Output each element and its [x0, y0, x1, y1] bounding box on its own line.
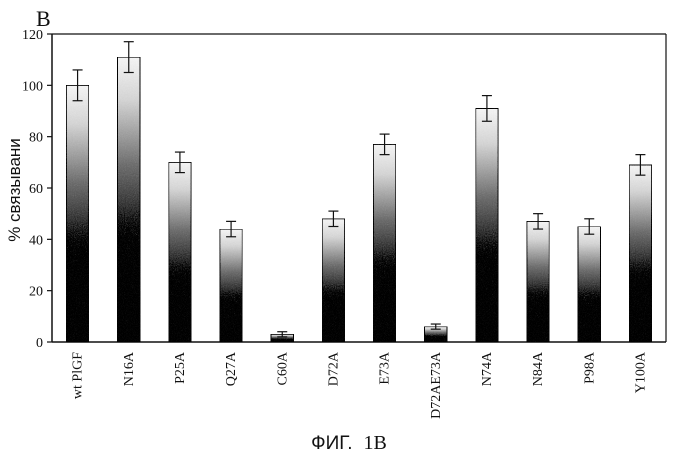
y-tick-label: 20 [29, 285, 43, 300]
caption-prefix: ФИГ. [311, 433, 352, 454]
bar [220, 229, 243, 342]
x-tick-label: wt PlGF [71, 352, 86, 399]
y-tick-label: 40 [29, 233, 43, 248]
x-tick-label: E73A [378, 351, 393, 385]
x-tick-label: P98A [582, 351, 597, 384]
y-tick-label: 100 [22, 79, 43, 94]
x-tick-label: P25A [173, 351, 188, 384]
y-tick-label: 0 [36, 336, 43, 351]
x-tick-label: Y100A [633, 351, 648, 393]
y-axis-label: % связывани [5, 138, 24, 242]
x-tick-label: N74A [480, 351, 495, 386]
figure-caption: ФИГ. 1B [311, 432, 387, 454]
bar [476, 108, 499, 342]
bar [117, 57, 140, 342]
x-tick-label: C60A [275, 351, 290, 385]
caption-figure-id: 1B [364, 432, 387, 454]
bar [322, 219, 345, 342]
x-tick-label: D72AE73A [429, 351, 444, 419]
plot-frame [52, 34, 666, 342]
bar [629, 165, 652, 342]
y-tick-label: 120 [22, 28, 43, 43]
bar [527, 221, 550, 342]
bars [66, 42, 651, 342]
y-tick-label: 80 [29, 131, 43, 146]
x-tick-label: Q27A [224, 351, 239, 386]
bar [578, 227, 601, 343]
y-tick-label: 60 [29, 182, 43, 197]
y-ticks: 0 20 40 60 80 100 120 [22, 28, 52, 351]
bar [169, 162, 192, 342]
bar [373, 144, 396, 342]
x-tick-label: N84A [531, 351, 546, 386]
x-tick-label: N16A [122, 351, 137, 386]
x-ticks: wt PlGFN16AP25AQ27AC60AD72AE73AD72AE73AN… [71, 351, 649, 419]
x-tick-label: D72A [326, 351, 341, 386]
bar [66, 85, 89, 342]
